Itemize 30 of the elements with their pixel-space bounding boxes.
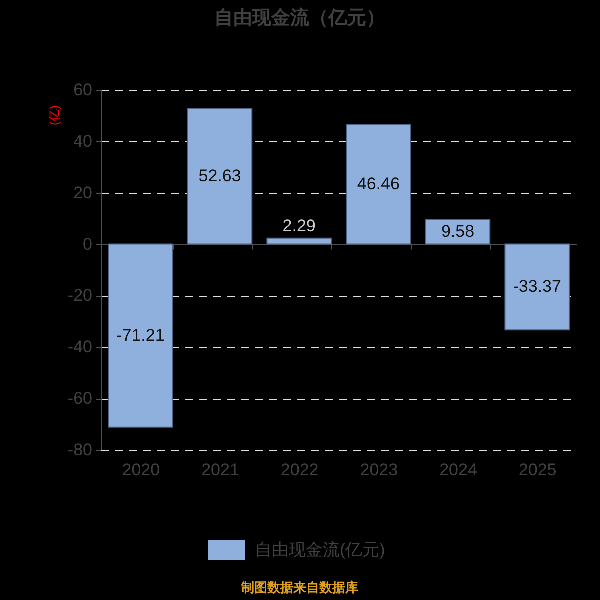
bar — [187, 108, 253, 245]
data-label: 46.46 — [357, 174, 400, 194]
y-tick-label: 20 — [74, 183, 92, 202]
x-tick-label: 2023 — [360, 460, 398, 480]
data-label: 9.58 — [441, 222, 475, 241]
y-tick-label: 0 — [83, 234, 92, 254]
data-label: -71.21 — [116, 326, 165, 345]
bar — [425, 219, 491, 245]
x-tick-label: 2021 — [202, 460, 240, 480]
legend-label: 自由现金流(亿元) — [255, 540, 386, 560]
chart-title: 自由现金流（亿元） — [214, 7, 386, 29]
data-label: -33.37 — [513, 277, 562, 296]
bar — [266, 238, 332, 245]
data-label: 52.63 — [198, 166, 242, 186]
x-tick-label: 2022 — [280, 460, 319, 480]
bar — [108, 244, 174, 428]
y-tick-label: 40 — [74, 132, 92, 151]
text: 制图数据来自数据库 — [242, 580, 358, 595]
y-tick-label: -20 — [68, 286, 92, 306]
x-tick-label: 2025 — [518, 460, 557, 480]
bar — [504, 244, 570, 331]
data-label: 2.29 — [282, 216, 316, 236]
y-axis-title: (亿) — [48, 106, 62, 126]
y-tick-label: -40 — [68, 338, 92, 357]
y-tick-label: 60 — [74, 80, 92, 100]
y-tick-label: -80 — [68, 440, 92, 460]
bar — [346, 124, 412, 245]
x-tick-label: 2024 — [440, 460, 478, 480]
x-tick-label: 2020 — [122, 460, 160, 480]
y-tick-label: -60 — [68, 389, 92, 408]
